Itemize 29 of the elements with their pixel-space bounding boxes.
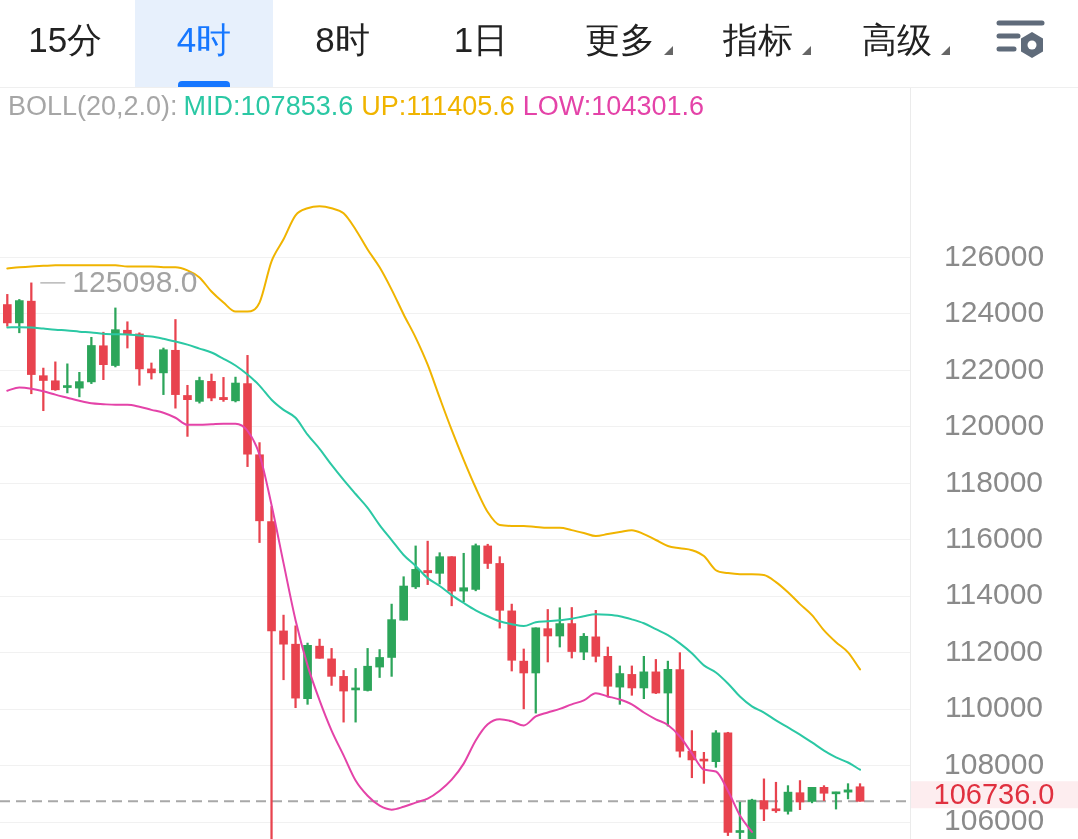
annotation: 125098.0 xyxy=(72,265,198,299)
text: 4时 xyxy=(176,18,232,61)
text: 15分 xyxy=(28,18,103,61)
y-tick-label: 108000 xyxy=(944,746,1045,780)
y-tick-label: 112000 xyxy=(945,633,1043,667)
text: 更多 xyxy=(584,18,655,61)
y-tick-label: 126000 xyxy=(944,238,1045,272)
line-series xyxy=(6,205,862,671)
text: 8时 xyxy=(315,18,370,61)
text: 1日 xyxy=(453,18,509,61)
line-series xyxy=(6,386,753,833)
y-tick-label: 110000 xyxy=(945,690,1043,724)
candlestick xyxy=(147,362,156,380)
text: MID:107853.6 xyxy=(183,91,354,121)
text: LOW:104301.6 xyxy=(522,91,704,121)
y-tick-label: 122000 xyxy=(944,351,1045,385)
y-tick-label: 114000 xyxy=(945,577,1043,611)
y-tick-label: 124000 xyxy=(944,295,1045,329)
y-tick-label: 118000 xyxy=(945,464,1043,498)
candlestick xyxy=(279,614,288,681)
text: 指标 xyxy=(723,18,794,61)
text: UP:111405.6 xyxy=(361,91,515,121)
candlestick xyxy=(339,670,348,723)
text: 高级 xyxy=(861,18,932,61)
y-tick-label: 120000 xyxy=(944,408,1045,442)
y-tick-label: 116000 xyxy=(945,520,1043,554)
candlestick xyxy=(183,384,192,437)
candlestick xyxy=(219,377,228,402)
legend-title: BOLL(20,2.0): xyxy=(8,91,178,121)
